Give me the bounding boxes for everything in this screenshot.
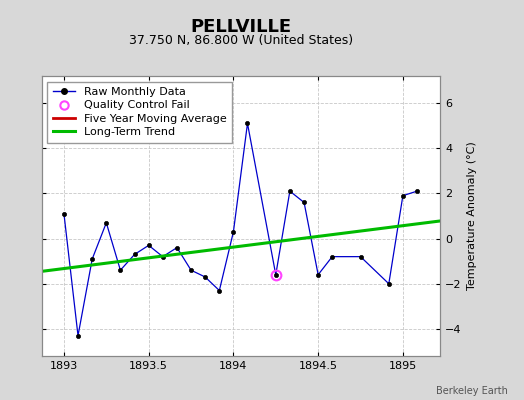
Text: Berkeley Earth: Berkeley Earth: [436, 386, 508, 396]
Y-axis label: Temperature Anomaly (°C): Temperature Anomaly (°C): [467, 142, 477, 290]
Text: 37.750 N, 86.800 W (United States): 37.750 N, 86.800 W (United States): [129, 34, 353, 47]
Legend: Raw Monthly Data, Quality Control Fail, Five Year Moving Average, Long-Term Tren: Raw Monthly Data, Quality Control Fail, …: [48, 82, 233, 143]
Text: PELLVILLE: PELLVILLE: [191, 18, 291, 36]
